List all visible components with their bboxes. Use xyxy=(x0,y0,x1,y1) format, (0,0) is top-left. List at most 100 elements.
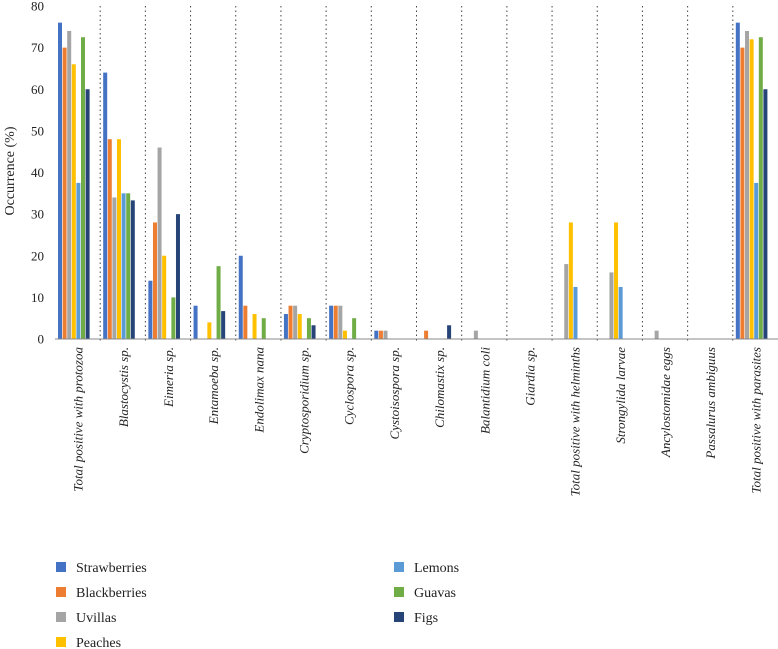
y-tick-label: 50 xyxy=(31,123,44,138)
category-label: Blastocystis sp. xyxy=(116,347,131,427)
bar-lemons-strongylida-larvae xyxy=(618,286,623,339)
bar-strawberries-total-positive-with-parasites xyxy=(735,22,740,340)
bar-blackberries-total-positive-with-protozoa xyxy=(62,47,67,339)
bar-peaches-total-positive-with-protozoa xyxy=(71,64,76,340)
category-label: Eimeria sp. xyxy=(161,347,176,408)
bar-uvillas-total-positive-with-protozoa xyxy=(67,30,72,339)
category-label: Chilomastix sp. xyxy=(432,347,447,428)
legend-label-strawberries: Strawberries xyxy=(76,561,147,576)
bar-uvillas-cyclospora-sp xyxy=(338,305,343,339)
y-tick-label: 0 xyxy=(38,332,45,347)
bar-uvillas-ancylostomidae-eggs xyxy=(654,330,659,339)
bar-lemons-total-positive-with-helminths xyxy=(573,286,578,339)
bar-blackberries-chilomastix-sp xyxy=(424,330,429,339)
bar-strawberries-cystoisospora-sp xyxy=(374,330,379,339)
category-label: Cryptosporidium sp. xyxy=(297,347,312,454)
y-tick-label: 10 xyxy=(31,290,44,305)
bar-uvillas-total-positive-with-helminths xyxy=(564,264,569,339)
bar-peaches-entamoeba-sp xyxy=(207,322,212,339)
bar-figs-chilomastix-sp xyxy=(447,325,452,339)
category-separators xyxy=(99,6,734,343)
legend-label-blackberries: Blackberries xyxy=(76,586,147,601)
bar-figs-eimeria-sp xyxy=(175,214,180,339)
category-label: Total positive with protozoa xyxy=(71,347,86,492)
bar-guavas-eimeria-sp xyxy=(171,297,176,339)
bar-guavas-blastocystis-sp xyxy=(126,193,131,339)
legend-label-peaches: Peaches xyxy=(76,636,121,649)
bar-peaches-total-positive-with-parasites xyxy=(749,39,754,340)
bar-strawberries-blastocystis-sp xyxy=(103,72,108,339)
y-tick-label: 20 xyxy=(31,248,44,263)
category-label: Strongylida larvae xyxy=(613,347,628,444)
category-label: Passalurus ambiguus xyxy=(703,347,718,460)
bar-peaches-strongylida-larvae xyxy=(614,222,619,339)
legend-label-guavas: Guavas xyxy=(414,586,456,601)
bar-blackberries-eimeria-sp xyxy=(152,222,157,339)
legend-swatch-peaches xyxy=(56,637,66,647)
bar-blackberries-total-positive-with-parasites xyxy=(740,47,745,339)
category-label: Giardia sp. xyxy=(522,347,537,406)
legend-swatch-guavas xyxy=(394,587,404,597)
y-axis-label: Occurrence (%) xyxy=(3,126,18,215)
category-label: Cyclospora sp. xyxy=(342,347,357,425)
y-tick-label: 70 xyxy=(31,40,44,55)
category-label: Total positive with parasites xyxy=(748,347,763,494)
legend-swatch-blackberries xyxy=(56,587,66,597)
bar-guavas-entamoeba-sp xyxy=(216,266,221,339)
legend-swatch-uvillas xyxy=(56,612,66,622)
bars-group xyxy=(58,22,768,340)
bar-uvillas-total-positive-with-parasites xyxy=(745,30,750,339)
bar-blackberries-cystoisospora-sp xyxy=(378,330,383,339)
bar-peaches-total-positive-with-helminths xyxy=(568,222,573,339)
bar-peaches-endolimax-nana xyxy=(252,314,257,339)
bar-figs-total-positive-with-parasites xyxy=(763,89,768,339)
bar-blackberries-cyclospora-sp xyxy=(333,305,338,339)
bar-uvillas-cryptosporidium-sp xyxy=(293,305,298,339)
bar-uvillas-cystoisospora-sp xyxy=(383,330,388,339)
category-label: Endolimax nana xyxy=(251,347,266,434)
bar-blackberries-endolimax-nana xyxy=(243,305,248,339)
bar-guavas-endolimax-nana xyxy=(261,318,266,339)
y-tick-label: 30 xyxy=(31,207,44,222)
bar-guavas-total-positive-with-protozoa xyxy=(81,37,85,339)
bar-guavas-total-positive-with-parasites xyxy=(758,37,763,339)
bar-uvillas-strongylida-larvae xyxy=(609,272,614,339)
category-labels: Total positive with protozoa Blastocystis… xyxy=(71,347,764,497)
legend-swatch-strawberries xyxy=(56,562,66,572)
bar-lemons-total-positive-with-parasites xyxy=(754,182,759,339)
legend-label-uvillas: Uvillas xyxy=(76,611,116,626)
category-label: Entamoeba sp. xyxy=(206,347,221,425)
bar-uvillas-balantidium-coli xyxy=(473,330,478,339)
bar-blackberries-cryptosporidium-sp xyxy=(288,305,293,339)
y-tick-label: 40 xyxy=(31,165,44,180)
bar-strawberries-endolimax-nana xyxy=(238,255,243,339)
legend-swatch-figs xyxy=(394,612,404,622)
bar-guavas-cyclospora-sp xyxy=(352,318,357,339)
legend-label-figs: Figs xyxy=(414,611,438,626)
bar-strawberries-cryptosporidium-sp xyxy=(283,314,288,339)
bar-figs-entamoeba-sp xyxy=(221,311,226,339)
legend-swatch-lemons xyxy=(394,562,404,572)
category-label: Ancylostomidae eggs xyxy=(658,347,673,458)
bar-lemons-total-positive-with-protozoa xyxy=(76,182,81,339)
bar-peaches-blastocystis-sp xyxy=(116,139,121,339)
legend: Strawberries Blackberries Uvillas Peaches Le… xyxy=(56,561,459,649)
bar-uvillas-blastocystis-sp xyxy=(112,197,117,339)
bar-guavas-cryptosporidium-sp xyxy=(306,318,311,339)
bar-figs-total-positive-with-protozoa xyxy=(85,89,90,339)
category-label: Total positive with helminths xyxy=(568,347,583,496)
y-tick-label: 60 xyxy=(31,82,44,97)
category-label: Balantidium coli xyxy=(477,347,492,434)
bar-strawberries-cyclospora-sp xyxy=(329,305,334,339)
y-axis-ticks: 0 10 20 30 40 50 60 70 80 xyxy=(31,0,44,347)
bar-strawberries-total-positive-with-protozoa xyxy=(58,22,62,340)
bar-peaches-cryptosporidium-sp xyxy=(297,314,302,339)
legend-label-lemons: Lemons xyxy=(414,561,459,576)
bar-lemons-blastocystis-sp xyxy=(121,193,126,339)
bar-uvillas-eimeria-sp xyxy=(157,147,162,339)
bar-figs-cryptosporidium-sp xyxy=(311,325,316,339)
bar-strawberries-entamoeba-sp xyxy=(193,305,198,339)
bar-peaches-cyclospora-sp xyxy=(342,330,347,339)
category-label: Cystoisospora sp. xyxy=(387,347,402,439)
